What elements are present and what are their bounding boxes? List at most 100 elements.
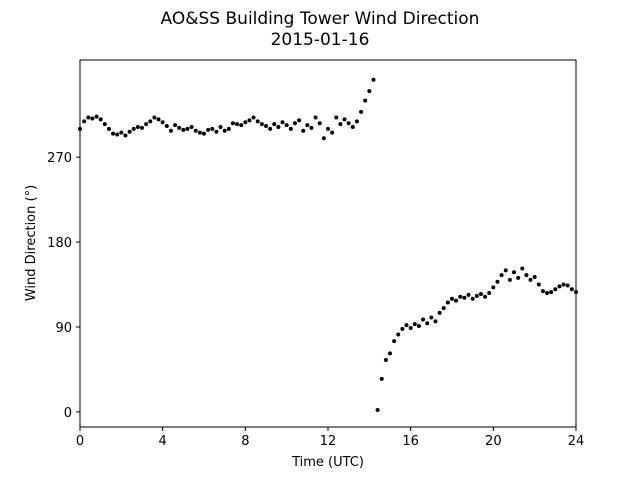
point (421, 317, 426, 322)
point (408, 325, 413, 330)
point (441, 306, 446, 311)
point (111, 131, 116, 136)
y-tick-label: 180 (47, 236, 72, 251)
point (342, 117, 347, 122)
point (565, 283, 570, 288)
point (466, 292, 471, 297)
point (193, 128, 198, 133)
point (545, 291, 550, 296)
chart-subtitle: 2015-01-16 (271, 30, 370, 50)
point (520, 266, 525, 271)
point (313, 115, 318, 120)
point (276, 124, 281, 129)
point (156, 117, 161, 122)
point (416, 324, 421, 329)
point (98, 117, 103, 122)
point (549, 290, 554, 295)
point (483, 294, 488, 299)
point (106, 126, 111, 131)
point (309, 125, 314, 130)
point (346, 121, 351, 126)
point (160, 120, 165, 125)
point (90, 116, 95, 121)
point (197, 130, 202, 135)
point (288, 126, 293, 131)
point (437, 310, 442, 315)
point (433, 319, 438, 324)
point (540, 289, 545, 294)
point (516, 275, 521, 280)
point (210, 126, 215, 131)
point (388, 351, 392, 356)
point (487, 291, 492, 296)
point (524, 273, 529, 278)
point (264, 124, 268, 129)
point (350, 124, 355, 129)
point (354, 119, 359, 124)
point (135, 124, 140, 129)
x-tick-label: 12 (320, 434, 337, 449)
point (86, 115, 91, 120)
point (512, 270, 516, 275)
point (177, 125, 182, 130)
point (495, 279, 500, 284)
point (272, 122, 277, 127)
point (259, 122, 264, 127)
point (131, 126, 136, 131)
point (317, 121, 322, 126)
point (78, 126, 82, 131)
y-tick-label: 90 (55, 321, 72, 336)
point (115, 132, 120, 137)
point (243, 120, 248, 125)
point (429, 315, 434, 320)
point (255, 119, 260, 124)
point (119, 130, 124, 135)
point (321, 136, 326, 141)
x-tick-label: 8 (241, 434, 249, 449)
y-axis-label: Wind Direction (°) (24, 185, 39, 301)
point (503, 268, 508, 273)
point (557, 284, 562, 289)
point (189, 124, 194, 129)
point (202, 131, 206, 136)
x-tick-label: 4 (159, 434, 167, 449)
point (140, 125, 144, 130)
point (470, 296, 475, 301)
point (181, 127, 186, 132)
point (168, 128, 173, 133)
point (297, 118, 302, 123)
x-tick-label: 20 (485, 434, 502, 449)
point (445, 300, 450, 305)
point (280, 120, 285, 125)
x-tick-label: 24 (568, 434, 585, 449)
point (222, 128, 227, 133)
point (338, 122, 343, 127)
point (462, 295, 467, 300)
point (185, 126, 190, 131)
point (152, 115, 157, 120)
point (478, 291, 483, 296)
point (491, 285, 496, 290)
point (214, 129, 219, 134)
point (230, 121, 235, 126)
point (454, 298, 459, 303)
point (425, 321, 430, 326)
point (123, 133, 128, 138)
point (206, 127, 211, 132)
point (499, 273, 504, 278)
point (144, 122, 149, 127)
point (392, 339, 397, 344)
point (334, 115, 339, 120)
point (247, 118, 252, 123)
point (553, 287, 558, 292)
point (379, 376, 384, 381)
point (528, 277, 533, 282)
y-tick-label: 270 (47, 151, 72, 166)
x-tick-label: 0 (76, 434, 84, 449)
point (127, 129, 132, 134)
point (239, 123, 244, 128)
point (305, 123, 310, 128)
point (102, 122, 107, 127)
point (94, 114, 99, 119)
point (458, 294, 463, 299)
